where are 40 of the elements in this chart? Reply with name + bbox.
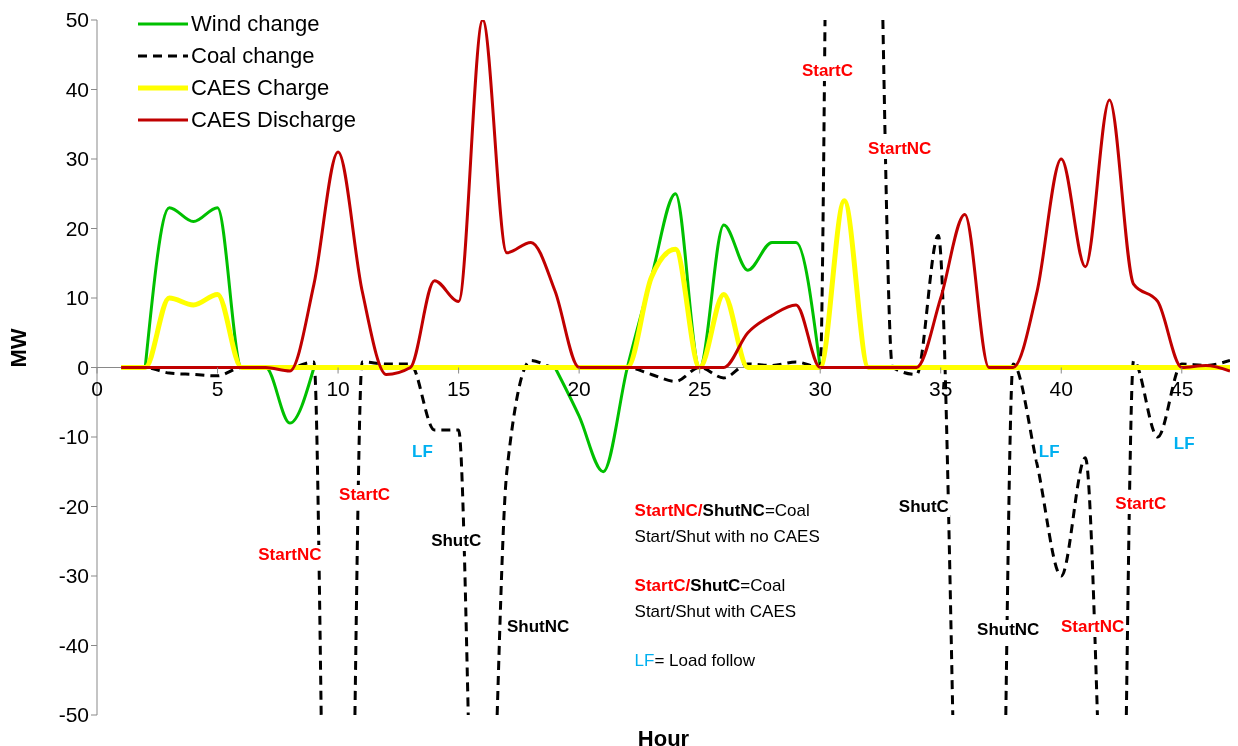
annotation: StartNC/ShutNC=Coal Start/Shut with no CAES [634,501,820,546]
annotation: ShutC [897,496,950,517]
x-tick-label: 30 [808,376,832,400]
y-tick-label: 40 [65,77,89,101]
annotation: StartC [338,485,392,506]
y-tick-label: 10 [65,286,89,310]
annotation: StartNC [867,139,933,160]
y-tick-label: -50 [58,703,89,727]
legend-label: Wind change [191,11,320,37]
annotation: StartC [800,61,854,82]
annotation: ShutNC [505,617,571,638]
x-tick-label: 40 [1049,376,1073,400]
annotation: LF= Load follow [634,651,756,670]
annotation: LF [411,442,434,463]
x-tick-label: 10 [326,376,350,400]
y-tick-label: 50 [65,8,89,32]
y-tick-label: -30 [58,564,89,588]
x-tick-label: 5 [211,376,224,400]
annotation: StartC [1114,494,1168,515]
x-tick-label: 25 [687,376,712,400]
y-tick-label: 0 [77,355,89,379]
annotation: LF [1037,442,1061,463]
annotation: LF [1172,433,1196,454]
annotation: StartC/ShutC=Coal Start/Shut with CAES [634,576,797,621]
y-axis-title: MW [5,328,31,368]
annotation: StartNC [257,545,323,566]
y-tick-label: 30 [65,147,89,171]
x-axis-title: Hour [637,726,690,746]
annotation: StartNC [1059,617,1126,638]
y-tick-label: -40 [58,633,89,657]
y-tick-label: 20 [65,216,89,240]
legend-label: Coal change [191,43,315,69]
legend-label: CAES Discharge [191,107,357,133]
legend-label: CAES Charge [191,75,330,101]
annotation: ShutC [430,531,483,552]
y-tick-label: -20 [58,494,89,518]
x-tick-label: 20 [567,376,591,400]
annotation: ShutNC [976,619,1041,640]
x-tick-label: 15 [446,376,471,400]
y-tick-label: -10 [58,425,89,449]
